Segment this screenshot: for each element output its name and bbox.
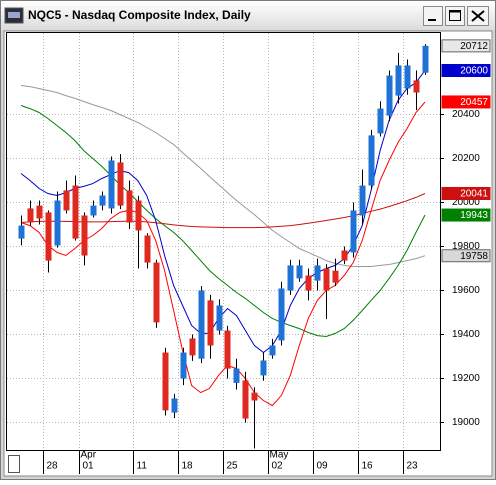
x-tick-label: 16 — [362, 461, 374, 472]
candle-body — [126, 190, 133, 223]
close-button[interactable] — [467, 6, 489, 26]
line-series — [20, 70, 426, 407]
candle-body — [269, 345, 276, 356]
candle-body — [296, 265, 303, 279]
title-bar — [1, 1, 495, 30]
last-value-label: 19943 — [460, 210, 488, 221]
x-tick-label: 28 — [47, 461, 59, 472]
candle-body — [422, 45, 429, 73]
candle-body — [413, 80, 420, 93]
candle-body — [189, 338, 196, 356]
candle-body — [198, 290, 205, 359]
candle-body — [81, 215, 88, 256]
candle-body — [305, 275, 312, 291]
line — [20, 105, 426, 338]
candle-body — [341, 250, 348, 261]
line — [20, 101, 426, 407]
line — [20, 85, 426, 267]
candle-body — [153, 262, 160, 323]
last-value-box — [441, 39, 491, 53]
candle-body — [90, 205, 97, 216]
candle-body — [350, 210, 357, 253]
candle-body — [224, 330, 231, 369]
x-tick-label: 23 — [407, 461, 419, 472]
candle-body — [377, 108, 384, 134]
last-value-label: 20712 — [460, 41, 488, 52]
last-value-label: 20457 — [460, 97, 488, 108]
scroll-box[interactable] — [8, 455, 20, 473]
candle-body — [144, 235, 151, 263]
candle-body — [233, 368, 240, 383]
x-tick-label: 25 — [227, 461, 239, 472]
candle-body — [314, 265, 321, 281]
candle-body — [332, 270, 339, 283]
line — [20, 70, 426, 354]
last-value-label: 20600 — [460, 66, 488, 77]
candle-body — [162, 352, 169, 411]
last-value-label: 19758 — [460, 251, 488, 262]
candle-body — [242, 380, 249, 419]
candle-body — [207, 300, 214, 346]
x-tick-label: 09 — [317, 461, 329, 472]
candle-body — [54, 200, 61, 246]
candle-body — [135, 200, 142, 231]
y-tick-label: 20400 — [452, 109, 480, 120]
y-tick-label: 20000 — [452, 197, 480, 208]
candle-body — [278, 288, 285, 341]
last-value-box — [441, 64, 491, 77]
candle-body — [63, 190, 70, 211]
candle-body — [260, 360, 267, 376]
y-tick-label: 19400 — [452, 329, 480, 340]
candle-body — [323, 268, 330, 291]
candle-body — [108, 160, 115, 209]
candle-body — [359, 185, 366, 216]
last-value-box — [441, 186, 491, 200]
y-tick-label: 19200 — [452, 373, 480, 384]
candle-body — [72, 185, 79, 239]
candle-body — [180, 352, 187, 379]
plot-layer: 19000 19200 19400 19600 19800 20000 20200 20400… — [7, 33, 491, 474]
y-tick-label: 19600 — [452, 285, 480, 296]
last-value-box — [441, 95, 491, 109]
candle-body — [386, 75, 393, 116]
candle-body — [171, 398, 178, 413]
candle-body — [368, 135, 375, 186]
window-icon-detail — [8, 12, 20, 18]
candle-body — [45, 212, 52, 261]
x-tick-label: 11 — [137, 461, 148, 472]
candle-body — [395, 65, 402, 96]
candle-body — [99, 195, 106, 206]
y-tick-label: 19800 — [452, 241, 480, 252]
candle-body — [18, 225, 25, 239]
y-tick-label: 19000 — [452, 417, 480, 428]
candle-body — [287, 265, 294, 291]
candle-body — [251, 392, 258, 401]
candle-body — [404, 65, 411, 89]
candle-body — [36, 205, 43, 219]
month-label: Apr — [81, 450, 97, 461]
month-label: May — [270, 450, 289, 461]
last-value-label: 20041 — [460, 189, 488, 200]
last-value-box — [441, 249, 491, 263]
candle-body — [117, 162, 124, 206]
candle-body — [27, 208, 34, 223]
x-tick-label: 18 — [182, 461, 194, 472]
line — [20, 193, 426, 229]
candle-body — [216, 305, 223, 331]
minimize-button[interactable] — [423, 6, 443, 26]
maximize-button[interactable] — [445, 6, 465, 26]
y-tick-label: 20200 — [452, 153, 480, 164]
x-tick-label: 01 — [83, 461, 95, 472]
window-title: NQC5 - Nasdaq Composite Index, Daily — [28, 8, 251, 22]
x-tick-label: 02 — [272, 461, 284, 472]
last-value-box — [441, 208, 491, 222]
